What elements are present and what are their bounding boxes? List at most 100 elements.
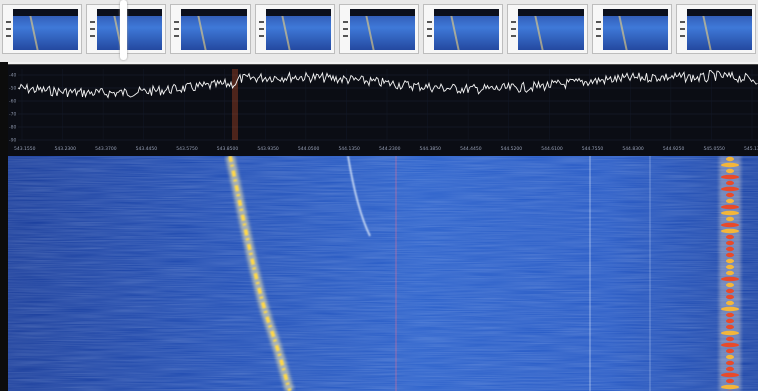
hot-carrier-blip <box>726 282 734 288</box>
hot-carrier-blip <box>726 378 734 384</box>
hot-carrier-blip <box>726 246 734 252</box>
hot-carrier-blip <box>726 348 734 354</box>
freq-label: 544.7550 <box>582 146 604 152</box>
thumbnail-tick <box>427 21 433 23</box>
left-edge <box>0 62 8 391</box>
hot-carrier-blip <box>726 312 734 318</box>
waterfall-thumbnail[interactable] <box>675 4 756 54</box>
hot-carrier-blip <box>726 198 734 204</box>
waterfall-thumbnail[interactable] <box>338 4 420 54</box>
hot-carrier-blip <box>726 252 734 258</box>
hot-carrier-blip <box>726 156 734 162</box>
thumbnail-preview <box>97 9 163 50</box>
freq-label: 545.1350 <box>744 146 758 152</box>
hot-carrier-blip <box>721 210 739 216</box>
waterfall-thumbnail[interactable] <box>254 4 335 54</box>
waterfall-thumbnail[interactable] <box>2 4 83 54</box>
freq-label: 544.8300 <box>622 146 644 152</box>
thumbnail-preview <box>13 9 79 50</box>
thumbnail-tick <box>342 21 348 23</box>
hot-carrier-blip <box>726 168 734 174</box>
hot-carrier-blip <box>726 180 734 186</box>
hot-carrier-blip <box>726 360 734 366</box>
thumbnail-tick <box>511 35 517 37</box>
hot-carrier-blip <box>726 240 734 246</box>
thumbnail-preview <box>434 9 500 50</box>
db-label: -60 <box>9 99 16 105</box>
signal-marker <box>232 69 238 140</box>
freq-label: 543.8500 <box>217 146 239 152</box>
thumbnail-preview <box>349 9 416 50</box>
hot-carrier-blip <box>726 270 734 276</box>
thumbnail-tick <box>6 21 11 23</box>
freq-label: 543.2300 <box>55 146 77 152</box>
hot-carrier-blip <box>721 306 739 312</box>
hot-carrier-blip <box>721 228 739 234</box>
freq-label: 543.3700 <box>95 146 117 152</box>
freq-label: 544.4450 <box>460 146 482 152</box>
hot-carrier-blip <box>721 204 739 210</box>
db-label: -40 <box>9 73 16 79</box>
hot-carrier-blip <box>726 192 734 198</box>
thumbnail-tick <box>427 35 433 37</box>
hot-carrier-blip <box>721 276 739 282</box>
thumbnail-tick <box>679 21 685 23</box>
db-label: -80 <box>9 125 16 131</box>
freq-label: 544.5200 <box>501 146 523 152</box>
hot-carrier-blip <box>726 318 734 324</box>
hot-carrier-blip <box>721 372 739 378</box>
thumbnail-tick <box>6 28 11 30</box>
thumbnail-tick <box>595 21 601 23</box>
thumbnail-tick <box>6 35 11 37</box>
thumbnail-tick <box>679 35 685 37</box>
freq-label: 544.3850 <box>420 146 442 152</box>
waterfall-thumbnail[interactable] <box>507 4 588 54</box>
thumbnail-tick <box>595 28 601 30</box>
thumbnail-preview <box>602 9 668 50</box>
thumbnail-tick <box>511 21 517 23</box>
freq-label: 544.0500 <box>298 146 320 152</box>
hot-carrier-blip <box>726 258 734 264</box>
waterfall-svg <box>8 156 758 391</box>
thumbnail-preview <box>686 9 752 50</box>
timeline-playhead[interactable] <box>120 0 127 60</box>
thumbnail-tick <box>90 35 96 37</box>
hot-carrier-blip <box>726 288 734 294</box>
hot-carrier-blip <box>726 354 734 360</box>
waterfall-thumbnail[interactable] <box>170 4 251 54</box>
thumbnail-strip[interactable] <box>0 0 758 62</box>
waterfall-thumbnail[interactable] <box>423 4 504 54</box>
hot-carrier-blip <box>721 162 739 168</box>
db-label: -70 <box>9 112 16 118</box>
thumbnail-tick <box>258 28 264 30</box>
freq-label: 544.9250 <box>663 146 685 152</box>
thumbnail-tick <box>174 28 180 30</box>
hot-carrier-blip <box>721 384 739 390</box>
hot-carrier-blip <box>726 366 734 372</box>
spectrum-svg: -40 -50 -60 -70 -80 -90 543.1550 543.2300 543.37… <box>9 69 758 152</box>
hot-carrier-blip <box>721 174 739 180</box>
thumbnail-tick <box>258 21 264 23</box>
faint-signal <box>347 156 371 237</box>
thumbnail-tick <box>174 21 180 23</box>
thumbnail-tick <box>511 28 517 30</box>
thumbnail-tick <box>90 28 96 30</box>
freq-label: 544.2300 <box>379 146 401 152</box>
waterfall-display[interactable] <box>8 156 758 391</box>
hot-carrier-blip <box>726 336 734 342</box>
waterfall-thumbnail[interactable] <box>591 4 672 54</box>
thumbnail-tick <box>342 35 348 37</box>
hot-carrier-blip <box>721 186 739 192</box>
hot-carrier-blip <box>726 264 734 270</box>
hot-carrier-blip <box>726 324 734 330</box>
hot-carrier-blip <box>721 222 739 228</box>
thumbnail-tick <box>90 21 96 23</box>
thumbnail-tick <box>174 35 180 37</box>
spectrum-plot[interactable]: -40 -50 -60 -70 -80 -90 543.1550 543.2300 543.37… <box>8 64 758 156</box>
freq-label: 543.4450 <box>136 146 158 152</box>
thumbnail-preview <box>265 9 331 50</box>
thumbnail-tick <box>595 35 601 37</box>
freq-label: 543.5750 <box>176 146 198 152</box>
thumbnail-preview <box>518 9 584 50</box>
db-label: -50 <box>9 86 16 92</box>
